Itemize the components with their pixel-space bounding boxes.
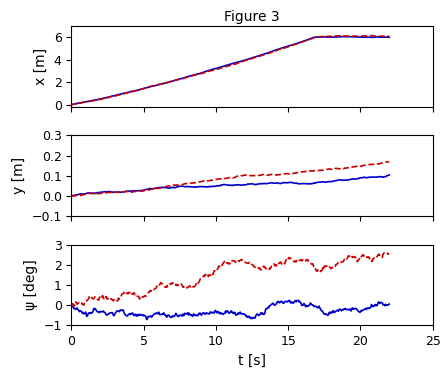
Y-axis label: x [m]: x [m] [34, 48, 48, 85]
X-axis label: t [s]: t [s] [238, 354, 266, 368]
Title: Figure 3: Figure 3 [224, 10, 280, 24]
Y-axis label: y [m]: y [m] [12, 157, 26, 194]
Y-axis label: ψ [deg]: ψ [deg] [24, 260, 38, 310]
